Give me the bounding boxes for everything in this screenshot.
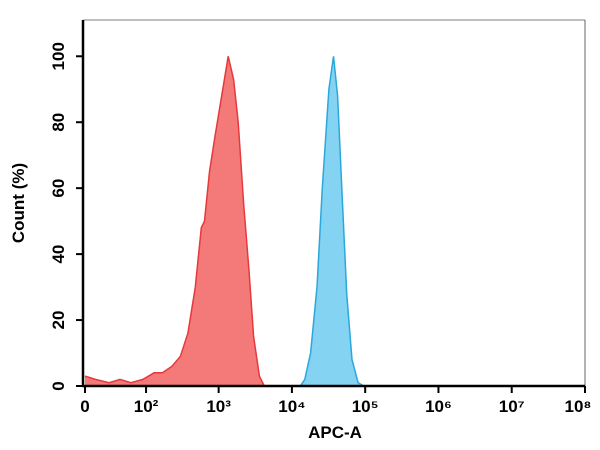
x-tick-label: 10⁸ <box>565 397 592 416</box>
y-tick-label: 0 <box>49 381 68 390</box>
histogram-line <box>84 56 265 387</box>
y-tick-label: 100 <box>49 42 68 70</box>
y-tick-label: 80 <box>49 113 68 132</box>
x-axis-title: APC-A <box>308 423 362 442</box>
x-tick-label: 10⁴ <box>278 397 305 416</box>
histogram-area <box>85 56 265 387</box>
y-tick-label: 40 <box>49 245 68 264</box>
x-tick-label: 10³ <box>206 397 231 416</box>
x-tick-label: 0 <box>80 397 89 416</box>
y-tick-label: 20 <box>49 311 68 330</box>
histogram-area <box>300 56 364 387</box>
y-tick-label: 60 <box>49 179 68 198</box>
x-tick-label: 10⁶ <box>425 397 452 416</box>
x-tick-label: 10⁵ <box>352 397 379 416</box>
y-axis-title: Count (%) <box>9 163 28 243</box>
histogram-line <box>299 56 364 387</box>
x-tick-label: 10⁷ <box>499 397 525 416</box>
x-tick-label: 10² <box>134 397 159 416</box>
